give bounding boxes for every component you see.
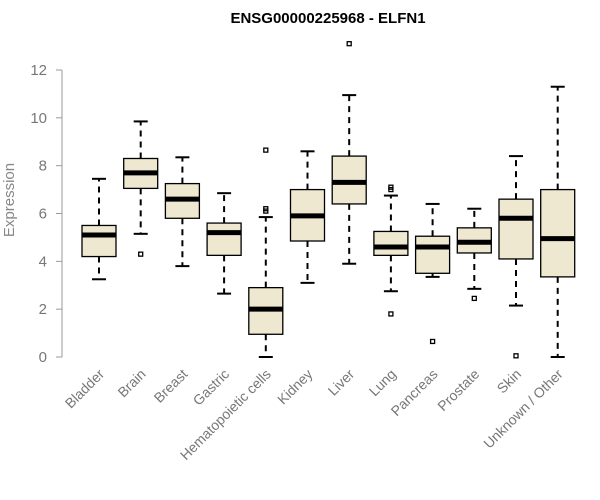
- y-axis-title: Expression: [1, 163, 18, 237]
- x-tick-label: Skin: [494, 366, 525, 397]
- box-3: [164, 156, 201, 268]
- box-2: [123, 120, 159, 257]
- iqr-box: [540, 188, 576, 278]
- y-tick-label: 8: [39, 158, 47, 175]
- x-tick-label: Brain: [114, 366, 148, 400]
- box-series: [81, 41, 576, 359]
- box-6: [289, 150, 326, 284]
- iqr-box: [498, 198, 534, 260]
- box-10: [456, 207, 492, 302]
- y-tick-label: 4: [39, 253, 47, 270]
- x-tick-label: Bladder: [62, 366, 108, 412]
- box-9: [414, 202, 451, 345]
- box-1: [81, 177, 117, 281]
- y-tick-label: 2: [39, 301, 47, 318]
- y-tick-label: 0: [39, 349, 47, 366]
- outlier-point: [138, 251, 144, 257]
- x-tick-label: Breast: [151, 366, 191, 406]
- box-5: [248, 147, 284, 358]
- y-axis: 0 2 4 6 8 10 12: [30, 62, 63, 366]
- box-8: [373, 184, 409, 317]
- box-12: [540, 85, 576, 358]
- x-tick-label: Liver: [325, 366, 358, 399]
- iqr-box: [81, 224, 117, 258]
- outlier-point: [263, 206, 269, 212]
- box-4: [206, 192, 242, 295]
- iqr-box: [414, 235, 451, 274]
- y-tick-label: 10: [30, 110, 47, 127]
- outlier-point: [388, 311, 394, 317]
- x-tick-label: Lung: [366, 366, 399, 399]
- outlier-point: [263, 147, 269, 153]
- outlier-point: [429, 338, 436, 345]
- x-tick-label: Prostate: [434, 366, 482, 414]
- y-tick-label: 6: [39, 206, 47, 223]
- chart-title: ENSG00000225968 - ELFN1: [230, 10, 425, 27]
- x-tick-label: Unknown / Other: [480, 366, 566, 452]
- outlier-point: [513, 353, 519, 359]
- y-tick-label: 12: [30, 62, 47, 79]
- box-7: [331, 41, 367, 265]
- outlier-point: [388, 184, 394, 190]
- outlier-point: [346, 41, 352, 47]
- outlier-point: [471, 295, 477, 302]
- box-11: [498, 155, 534, 359]
- iqr-box: [206, 222, 242, 257]
- iqr-box: [373, 230, 409, 257]
- x-tick-label: Kidney: [274, 366, 316, 408]
